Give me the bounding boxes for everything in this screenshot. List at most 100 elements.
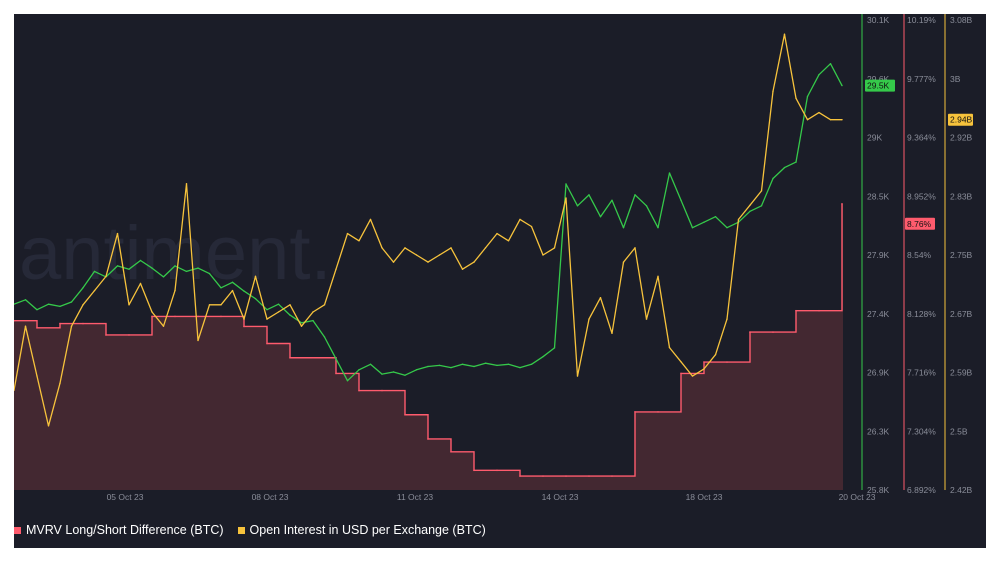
open-interest-tick-label: 2.92B — [950, 133, 973, 143]
mvrv-point — [726, 361, 728, 363]
price-point — [634, 194, 636, 196]
price-point — [369, 363, 372, 366]
price-point — [806, 95, 809, 98]
open-interest-point — [323, 304, 326, 306]
mvrv-point — [519, 475, 521, 477]
mvrv-point — [473, 469, 475, 472]
legend-label-open-interest: Open Interest in USD per Exchange (BTC) — [249, 523, 486, 537]
open-interest-point — [139, 282, 142, 285]
mvrv-point — [657, 411, 659, 413]
price-point — [542, 355, 544, 358]
mvrv-point — [841, 203, 843, 205]
open-interest-point — [519, 218, 521, 221]
open-interest-point — [726, 318, 728, 320]
open-interest-point — [93, 289, 96, 292]
legend-item-mvrv[interactable]: MVRV Long/Short Difference (BTC) — [14, 523, 224, 537]
price-point — [714, 216, 717, 218]
price-point — [174, 265, 176, 267]
price-point — [231, 281, 234, 284]
price-point — [565, 183, 567, 185]
open-interest-point — [47, 425, 50, 427]
mvrv-point — [36, 327, 38, 329]
open-interest-point — [461, 268, 464, 270]
open-interest-point — [841, 118, 843, 121]
mvrv-point — [128, 334, 130, 336]
x-tick-label: 14 Oct 23 — [542, 492, 579, 502]
axes: 30.1K 29.6K 29K 28.5K 27.9K 27.4K 26.9K 26.3K 25… — [107, 14, 973, 502]
price-point — [116, 265, 119, 267]
open-interest-tick-label: 2.5B — [950, 426, 968, 436]
open-interest-point — [13, 389, 15, 392]
open-interest-point — [599, 297, 602, 299]
price-point — [93, 270, 96, 273]
mvrv-point — [427, 438, 429, 440]
price-point — [185, 270, 188, 273]
price-point — [599, 216, 602, 218]
price-point — [47, 303, 50, 305]
mvrv-point — [266, 342, 268, 345]
price-point — [70, 301, 73, 303]
price-point — [392, 371, 395, 373]
mvrv-point — [749, 331, 751, 333]
open-interest-point — [312, 311, 314, 313]
price-point — [404, 374, 406, 376]
open-interest-tick-label: 2.83B — [950, 191, 973, 201]
chart-svg: antiment. 30.1K29.6K29K28.5K27.9K27.4K26… — [13, 14, 973, 502]
open-interest-point — [277, 311, 280, 313]
open-interest-series — [13, 33, 843, 427]
open-interest-point — [737, 218, 740, 221]
price-point — [358, 369, 360, 371]
price-point — [151, 267, 153, 269]
price-current-badge — [865, 79, 895, 92]
price-point — [335, 358, 337, 360]
open-interest-point — [473, 261, 475, 263]
open-interest-point — [254, 275, 257, 278]
open-interest-point — [427, 261, 429, 263]
price-point — [588, 194, 590, 196]
mvrv-point — [335, 372, 337, 375]
open-interest-point — [645, 318, 648, 320]
open-interest-point — [783, 33, 786, 35]
open-interest-point — [185, 183, 188, 185]
price-point — [818, 73, 820, 76]
open-interest-tick-label: 3.08B — [950, 15, 973, 25]
mvrv-point — [703, 361, 705, 363]
open-interest-point — [346, 232, 349, 235]
mvrv-point — [197, 315, 199, 318]
mvrv-point — [450, 451, 452, 453]
open-interest-tick-label: 3B — [950, 74, 961, 84]
open-interest-point — [588, 318, 590, 320]
open-interest-point — [450, 247, 452, 249]
open-interest-point — [668, 346, 671, 349]
open-interest-point — [749, 204, 751, 206]
mvrv-tick-label: 8.128% — [907, 309, 936, 319]
open-interest-point — [657, 275, 659, 278]
price-point — [645, 205, 648, 207]
open-interest-point — [381, 247, 383, 249]
open-interest-point — [415, 254, 418, 256]
open-interest-point — [220, 304, 222, 306]
price-point — [530, 363, 533, 366]
x-tick-label: 11 Oct 23 — [397, 492, 433, 502]
legend-item-open-interest[interactable]: Open Interest in USD per Exchange (BTC) — [237, 523, 486, 537]
price-point — [438, 364, 441, 367]
mvrv-point — [588, 475, 590, 477]
open-interest-point — [70, 325, 73, 327]
price-point — [760, 205, 763, 207]
open-interest-point — [438, 254, 441, 256]
price-point — [254, 298, 257, 300]
open-interest-point — [772, 90, 774, 92]
mvrv-point — [82, 322, 84, 325]
mvrv-line — [14, 203, 843, 477]
mvrv-tick-label: 8.54% — [907, 250, 932, 260]
price-point — [553, 347, 556, 349]
price-point — [507, 363, 510, 366]
price-tick-label: 26.3K — [867, 426, 890, 436]
open-interest-point — [128, 304, 130, 306]
price-point — [703, 221, 705, 223]
legend-label-mvrv: MVRV Long/Short Difference (BTC) — [26, 523, 224, 537]
price-point — [208, 272, 211, 275]
price-point — [691, 226, 694, 229]
price-point — [450, 366, 452, 369]
price-tick-label: 29.6K — [867, 74, 890, 84]
